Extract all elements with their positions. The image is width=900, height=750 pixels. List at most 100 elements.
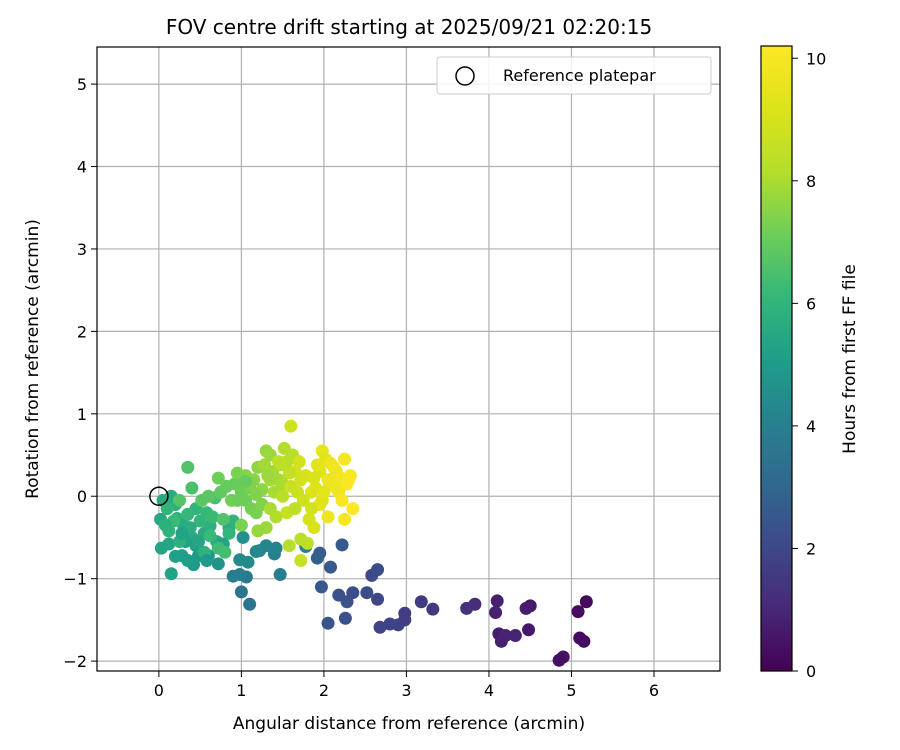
data-point bbox=[226, 569, 240, 583]
data-point bbox=[269, 510, 283, 524]
gridlines bbox=[97, 47, 720, 671]
data-point bbox=[230, 493, 244, 507]
colorbar-tick-label: 2 bbox=[806, 539, 816, 558]
legend: Reference platepar bbox=[436, 56, 712, 95]
data-point bbox=[373, 620, 387, 634]
data-point bbox=[305, 485, 319, 499]
data-point bbox=[338, 512, 352, 526]
x-tick-label: 0 bbox=[154, 681, 164, 700]
data-point bbox=[288, 502, 302, 516]
data-point bbox=[282, 466, 296, 480]
data-point bbox=[249, 544, 263, 558]
data-point bbox=[160, 502, 174, 516]
colorbar-tick-label: 0 bbox=[806, 662, 816, 681]
data-point bbox=[522, 623, 536, 637]
data-point bbox=[335, 538, 349, 552]
y-tick-label: −1 bbox=[63, 570, 87, 589]
data-point bbox=[383, 617, 397, 631]
data-point bbox=[489, 605, 503, 619]
legend-reference-marker bbox=[455, 66, 475, 86]
y-axis-label: Rotation from reference (arcmin) bbox=[23, 219, 43, 499]
colorbar-tick-label: 10 bbox=[806, 49, 826, 68]
data-point bbox=[200, 554, 214, 568]
data-points bbox=[149, 419, 593, 667]
data-point bbox=[307, 521, 321, 535]
colorbar-label: Hours from first FF file bbox=[840, 264, 860, 454]
data-point bbox=[371, 563, 385, 577]
data-point bbox=[296, 493, 310, 507]
data-point bbox=[269, 541, 283, 555]
data-point bbox=[211, 471, 225, 485]
data-point bbox=[236, 530, 250, 544]
colorbar-frame bbox=[760, 45, 793, 672]
x-axis-ticks: 0 1 2 3 4 5 6 bbox=[154, 671, 659, 700]
x-tick-label: 4 bbox=[484, 681, 494, 700]
data-point bbox=[181, 460, 195, 474]
data-point bbox=[261, 469, 275, 483]
data-point bbox=[282, 539, 296, 553]
data-point bbox=[321, 510, 335, 524]
chart-title: FOV centre drift starting at 2025/09/21 … bbox=[166, 15, 652, 39]
y-tick-label: 0 bbox=[77, 487, 87, 506]
data-point bbox=[211, 557, 225, 571]
x-tick-label: 5 bbox=[566, 681, 576, 700]
data-point bbox=[239, 474, 253, 488]
data-point bbox=[571, 605, 585, 619]
data-point bbox=[173, 493, 187, 507]
data-point bbox=[154, 541, 168, 555]
data-point bbox=[234, 518, 248, 532]
data-point bbox=[577, 634, 591, 648]
data-point bbox=[249, 488, 263, 502]
data-point bbox=[294, 554, 308, 568]
data-point bbox=[276, 489, 290, 503]
data-point bbox=[310, 551, 324, 565]
data-point bbox=[327, 460, 341, 474]
data-point bbox=[335, 493, 349, 507]
data-point bbox=[175, 526, 189, 540]
data-point bbox=[579, 595, 593, 609]
legend-reference-label: Reference platepar bbox=[503, 66, 656, 85]
x-tick-label: 1 bbox=[236, 681, 246, 700]
colorbar-tick-label: 8 bbox=[806, 172, 816, 191]
data-point bbox=[321, 616, 335, 630]
data-point bbox=[243, 597, 257, 611]
data-point bbox=[168, 549, 182, 563]
colorbar-tick-label: 4 bbox=[806, 417, 816, 436]
data-point bbox=[222, 526, 236, 540]
data-point bbox=[460, 601, 474, 615]
data-point bbox=[185, 481, 199, 495]
y-tick-label: 5 bbox=[77, 75, 87, 94]
data-point bbox=[338, 611, 352, 625]
data-point bbox=[310, 458, 324, 472]
data-point bbox=[498, 629, 512, 643]
y-tick-label: −2 bbox=[63, 652, 87, 671]
data-point bbox=[234, 585, 248, 599]
data-point bbox=[332, 588, 346, 602]
data-point bbox=[360, 586, 374, 600]
data-point bbox=[273, 568, 287, 582]
data-point bbox=[230, 466, 244, 480]
y-tick-label: 3 bbox=[77, 240, 87, 259]
data-point bbox=[343, 469, 357, 483]
x-tick-label: 3 bbox=[401, 681, 411, 700]
data-point bbox=[346, 502, 360, 516]
legend-box bbox=[436, 56, 712, 95]
x-axis-label: Angular distance from reference (arcmin) bbox=[233, 714, 585, 734]
reference-platepar-marker bbox=[149, 486, 169, 506]
data-point bbox=[371, 592, 385, 606]
data-point bbox=[284, 419, 298, 433]
data-point bbox=[191, 535, 205, 549]
data-point bbox=[552, 653, 566, 667]
y-tick-label: 4 bbox=[77, 158, 87, 177]
x-tick-label: 6 bbox=[649, 681, 659, 700]
data-point bbox=[300, 536, 314, 550]
data-point bbox=[164, 567, 178, 581]
colorbar-ticks: 0 2 4 6 8 10 bbox=[792, 49, 826, 681]
data-point bbox=[233, 553, 247, 567]
data-point bbox=[284, 479, 298, 493]
data-point bbox=[508, 629, 522, 643]
data-point bbox=[181, 507, 195, 521]
colorbar-tick-label: 6 bbox=[806, 294, 816, 313]
data-point bbox=[201, 489, 215, 503]
